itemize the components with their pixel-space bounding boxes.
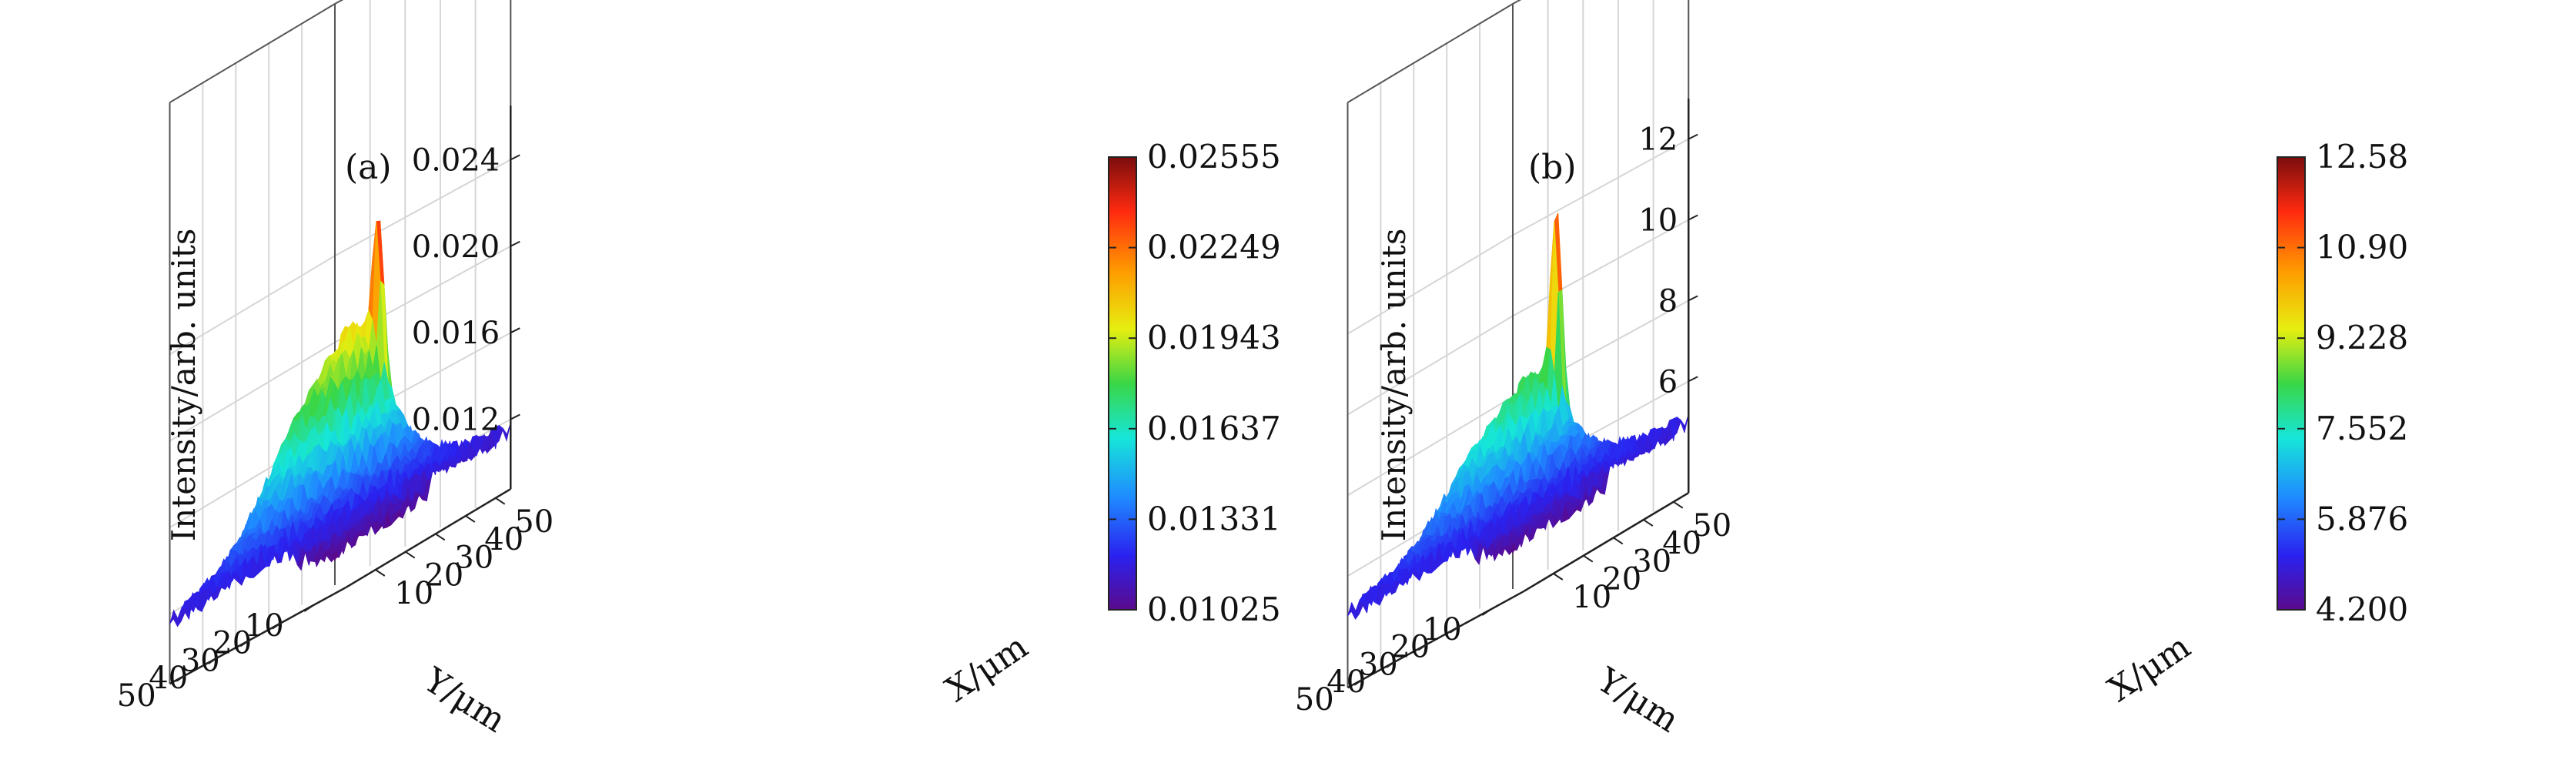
x-tick <box>1643 519 1654 527</box>
surface-patch <box>502 422 511 442</box>
x-tick <box>405 550 416 559</box>
z-tick <box>510 154 520 161</box>
x-tick-label: 30 <box>1632 544 1671 579</box>
z-tick <box>510 327 520 334</box>
x-tick <box>495 497 506 505</box>
x-tick <box>1673 500 1684 509</box>
colorbar-tick-label: 10.90 <box>2316 229 2408 266</box>
surface-chart-a: 102030405010203040500.0120.0160.0200.024… <box>117 0 1281 741</box>
z-tick-label: 10 <box>1638 202 1678 238</box>
surface-a <box>169 220 511 627</box>
y-tick <box>303 604 314 612</box>
x-tick-label: 20 <box>1602 562 1641 597</box>
x-tick-label: 50 <box>1692 508 1731 544</box>
x-tick <box>1613 537 1624 545</box>
y-tick <box>1450 625 1460 634</box>
z-tick-label: 6 <box>1658 364 1678 400</box>
y-tick <box>239 639 250 648</box>
z-tick-label: 0.024 <box>412 142 500 178</box>
x-tick-label: 40 <box>1662 526 1701 561</box>
colorbar-tick-label: 0.02249 <box>1147 229 1281 266</box>
y-tick <box>208 657 219 664</box>
x-tick-label: 30 <box>454 540 493 575</box>
colorbar-tick-label: 7.552 <box>2316 410 2408 447</box>
x-tick-label: 40 <box>484 522 524 557</box>
panel-label-b: (b) <box>1528 148 1577 187</box>
z-tick <box>510 413 520 420</box>
y-axis-line <box>1523 492 1689 593</box>
colorbar-tick-label: 0.01637 <box>1147 410 1281 447</box>
x-tick-label: 20 <box>424 558 463 594</box>
y-axis-label-a: Y/μm <box>417 660 513 740</box>
colorbar-tick-label: 0.01025 <box>1147 591 1281 628</box>
y-tick <box>1353 678 1364 686</box>
colorbar-tick-label: 0.01331 <box>1147 500 1281 537</box>
y-tick <box>176 674 186 682</box>
z-tick-label: 0.012 <box>412 403 500 438</box>
x-tick <box>465 515 476 523</box>
x-tick-label: 10 <box>394 576 433 611</box>
x-axis-line <box>1347 591 1524 689</box>
x-tick <box>1553 573 1564 581</box>
z-tick <box>510 240 520 247</box>
panel-label-a: (a) <box>345 148 392 187</box>
x-axis-label-a: X/μm <box>938 627 1035 709</box>
x-tick <box>1583 554 1594 563</box>
x-axis-label-b: X/μm <box>2101 627 2197 709</box>
box-edge <box>169 0 344 104</box>
colorbar-tick-label: 0.02555 <box>1147 138 1281 176</box>
colorbar-tick-label: 5.876 <box>2316 500 2408 537</box>
y-tick <box>1386 661 1397 668</box>
box-edge <box>1347 0 1522 104</box>
y-tick <box>272 621 283 630</box>
surface-patch <box>340 517 350 527</box>
colorbar-a: 0.02555 0.02249 0.01943 0.01637 0.01331 0.010… <box>1108 138 1281 628</box>
surface-patch <box>1518 509 1528 520</box>
colorbar-tick-label: 4.200 <box>2316 591 2408 628</box>
surface-patch <box>1680 414 1689 433</box>
z-tick <box>1688 376 1698 383</box>
x-tick-label: 10 <box>1572 580 1611 615</box>
colorbar-tick-label: 12.58 <box>2316 138 2408 176</box>
x-tick-label: 50 <box>514 504 554 540</box>
z-tick-label: 0.016 <box>412 316 500 351</box>
colorbar-b: 12.58 10.90 9.228 7.552 5.876 4.200 <box>2277 138 2408 628</box>
y-axis-line <box>345 488 511 589</box>
y-tick-label: 50 <box>117 678 156 714</box>
x-tick <box>375 569 386 577</box>
z-tick <box>1688 295 1698 302</box>
x-tick <box>435 533 446 541</box>
z-tick-label: 12 <box>1638 122 1678 158</box>
z-axis-label-a: Intensity/arb. units <box>165 229 202 542</box>
y-tick <box>1417 643 1428 651</box>
z-tick <box>1688 133 1698 140</box>
z-axis-label-b: Intensity/arb. units <box>1375 229 1413 542</box>
surface-b <box>1347 212 1689 620</box>
x-axis-line <box>169 587 346 685</box>
z-tick <box>1688 214 1698 221</box>
colorbar-tick-label: 9.228 <box>2316 319 2408 356</box>
colorbar-gradient-a <box>1108 156 1137 611</box>
y-axis-label-b: Y/μm <box>1590 660 1686 740</box>
z-tick-label: 8 <box>1658 283 1678 319</box>
colorbar-gradient-b <box>2277 156 2306 611</box>
z-tick-label: 0.020 <box>412 229 500 265</box>
colorbar-tick-label: 0.01943 <box>1147 319 1281 356</box>
y-tick-label: 50 <box>1295 682 1334 718</box>
y-tick <box>1481 608 1492 616</box>
